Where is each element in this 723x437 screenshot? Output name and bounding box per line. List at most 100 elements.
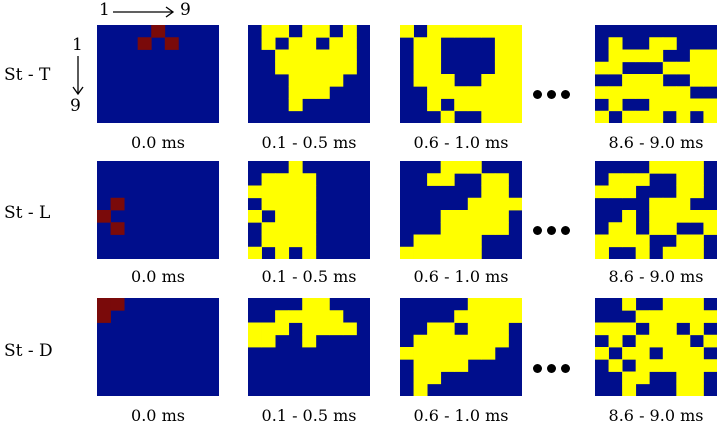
active-cell bbox=[703, 74, 717, 87]
active-cell bbox=[622, 298, 637, 311]
active-cell bbox=[288, 98, 303, 112]
active-cell bbox=[595, 110, 609, 123]
active-cell bbox=[635, 310, 650, 323]
active-cell bbox=[595, 86, 609, 99]
active-cell bbox=[302, 185, 317, 199]
active-cell bbox=[275, 49, 290, 63]
active-cell bbox=[454, 334, 469, 348]
grid-svg bbox=[595, 298, 717, 396]
active-cell bbox=[302, 86, 317, 99]
active-cell bbox=[427, 86, 442, 99]
active-cell bbox=[275, 234, 290, 248]
active-cell bbox=[494, 173, 509, 186]
active-cell bbox=[302, 61, 317, 75]
active-cell bbox=[635, 49, 650, 63]
active-cell bbox=[635, 173, 650, 186]
active-cell bbox=[595, 61, 609, 75]
active-cell bbox=[649, 334, 664, 348]
active-cell bbox=[676, 210, 691, 223]
active-cell bbox=[329, 310, 344, 323]
active-cell bbox=[689, 173, 704, 186]
active-cell bbox=[635, 110, 650, 123]
active-cell bbox=[481, 310, 496, 323]
active-cell bbox=[635, 347, 650, 360]
grid-svg bbox=[248, 298, 370, 396]
active-cell bbox=[649, 322, 664, 336]
grid-svg bbox=[97, 298, 219, 396]
active-cell bbox=[676, 110, 691, 123]
active-cell bbox=[302, 246, 317, 259]
active-cell bbox=[302, 37, 317, 50]
active-cell bbox=[413, 334, 428, 348]
active-cell bbox=[467, 347, 482, 360]
active-cell bbox=[315, 86, 330, 99]
active-cell bbox=[440, 210, 455, 223]
ellipsis-icon bbox=[533, 360, 573, 376]
active-cell bbox=[454, 86, 469, 99]
active-cell bbox=[595, 246, 609, 259]
active-cell bbox=[635, 334, 650, 348]
active-cell bbox=[649, 310, 664, 323]
active-cell bbox=[329, 74, 344, 87]
active-cell bbox=[622, 173, 637, 186]
active-cell bbox=[608, 234, 623, 248]
active-cell bbox=[635, 371, 650, 385]
active-cell bbox=[494, 110, 509, 123]
active-cell bbox=[400, 25, 414, 38]
active-cell bbox=[676, 310, 691, 323]
active-cell bbox=[689, 246, 704, 259]
active-cell bbox=[649, 197, 664, 211]
active-cell bbox=[622, 185, 637, 199]
active-cell bbox=[481, 322, 496, 336]
active-cell bbox=[454, 310, 469, 323]
active-cell bbox=[481, 173, 496, 186]
active-cell bbox=[261, 222, 276, 235]
active-cell bbox=[261, 334, 276, 348]
active-cell bbox=[662, 322, 677, 336]
active-cell bbox=[454, 161, 469, 174]
active-cell bbox=[649, 86, 664, 99]
active-cell bbox=[315, 61, 330, 75]
grid-panel bbox=[248, 161, 370, 259]
time-label: 8.6 - 9.0 ms bbox=[608, 406, 704, 425]
active-cell bbox=[494, 197, 509, 211]
axis-end-label-vertical: 9 bbox=[70, 96, 81, 116]
active-cell bbox=[508, 61, 522, 75]
active-cell bbox=[494, 185, 509, 199]
active-cell bbox=[275, 210, 290, 223]
active-cell bbox=[622, 110, 637, 123]
time-label: 0.0 ms bbox=[131, 267, 185, 286]
active-cell bbox=[649, 210, 664, 223]
active-cell bbox=[595, 185, 609, 199]
time-label: 0.1 - 0.5 ms bbox=[261, 267, 357, 286]
grid-panel bbox=[248, 25, 370, 123]
active-cell bbox=[467, 161, 482, 174]
active-cell bbox=[649, 161, 664, 174]
active-cell bbox=[676, 98, 691, 112]
active-cell bbox=[261, 197, 276, 211]
active-cell bbox=[440, 110, 455, 123]
active-cell bbox=[622, 74, 637, 87]
active-cell bbox=[689, 49, 704, 63]
active-cell bbox=[608, 173, 623, 186]
active-cell bbox=[427, 74, 442, 87]
active-cell bbox=[703, 334, 717, 348]
active-cell bbox=[676, 234, 691, 248]
down-arrow-icon bbox=[72, 56, 84, 96]
active-cell bbox=[649, 37, 664, 50]
active-cell bbox=[261, 185, 276, 199]
grid-background bbox=[97, 298, 219, 396]
active-cell bbox=[467, 298, 482, 311]
active-cell bbox=[275, 222, 290, 235]
active-cell bbox=[662, 298, 677, 311]
grid-panel bbox=[400, 25, 522, 123]
active-cell bbox=[689, 347, 704, 360]
active-cell bbox=[302, 222, 317, 235]
active-cell bbox=[427, 234, 442, 248]
active-cell bbox=[467, 197, 482, 211]
active-cell bbox=[689, 185, 704, 199]
stimulus-cell bbox=[151, 25, 166, 38]
grid-svg bbox=[97, 25, 219, 123]
active-cell bbox=[427, 37, 442, 50]
active-cell bbox=[302, 49, 317, 63]
